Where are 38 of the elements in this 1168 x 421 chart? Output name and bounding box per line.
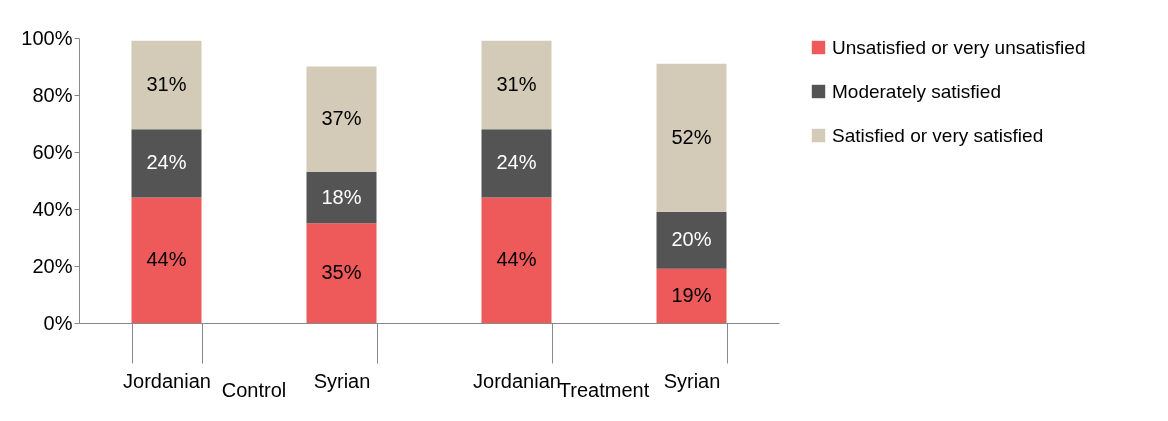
data-label: 31% bbox=[146, 73, 187, 96]
bar bbox=[131, 129, 202, 198]
data-label: 20% bbox=[671, 228, 712, 251]
y-tick-label: 40% bbox=[32, 197, 73, 220]
y-tick-label: 60% bbox=[32, 140, 73, 163]
x-tick-label: Syrian bbox=[313, 369, 371, 392]
bar bbox=[656, 63, 727, 212]
data-label: 18% bbox=[321, 185, 362, 208]
data-label: 19% bbox=[671, 283, 712, 306]
data-label: 24% bbox=[146, 151, 187, 174]
y-tick-label: 80% bbox=[32, 83, 73, 106]
y-tick-label: 100% bbox=[21, 26, 73, 49]
bar bbox=[481, 129, 552, 198]
x-tick-label: Jordanian bbox=[123, 369, 211, 392]
legend-label: Satisfied or very satisfied bbox=[832, 124, 1044, 146]
data-label: 24% bbox=[496, 151, 537, 174]
bar bbox=[306, 223, 377, 323]
bar bbox=[306, 171, 377, 224]
bar bbox=[656, 211, 727, 269]
data-label: 44% bbox=[146, 248, 187, 271]
legend-label: Moderately satisfied bbox=[832, 80, 1001, 102]
data-label: 37% bbox=[321, 107, 362, 130]
bar bbox=[131, 40, 202, 130]
bar bbox=[481, 40, 552, 130]
y-tick-label: 20% bbox=[32, 254, 73, 277]
x-tick-label: Syrian bbox=[663, 369, 721, 392]
bar bbox=[306, 66, 377, 172]
text: Control bbox=[221, 379, 287, 401]
data-label: 44% bbox=[496, 248, 537, 271]
bar bbox=[656, 268, 727, 323]
data-label: 52% bbox=[671, 125, 712, 148]
bar bbox=[131, 197, 202, 323]
data-label: 35% bbox=[321, 261, 362, 284]
data-label: 31% bbox=[496, 73, 537, 96]
y-tick-label: 0% bbox=[43, 311, 73, 334]
x-tick-label: Jordanian bbox=[473, 369, 561, 392]
bar bbox=[481, 197, 552, 323]
legend-label: Unsatisfied or very unsatisfied bbox=[832, 36, 1086, 58]
